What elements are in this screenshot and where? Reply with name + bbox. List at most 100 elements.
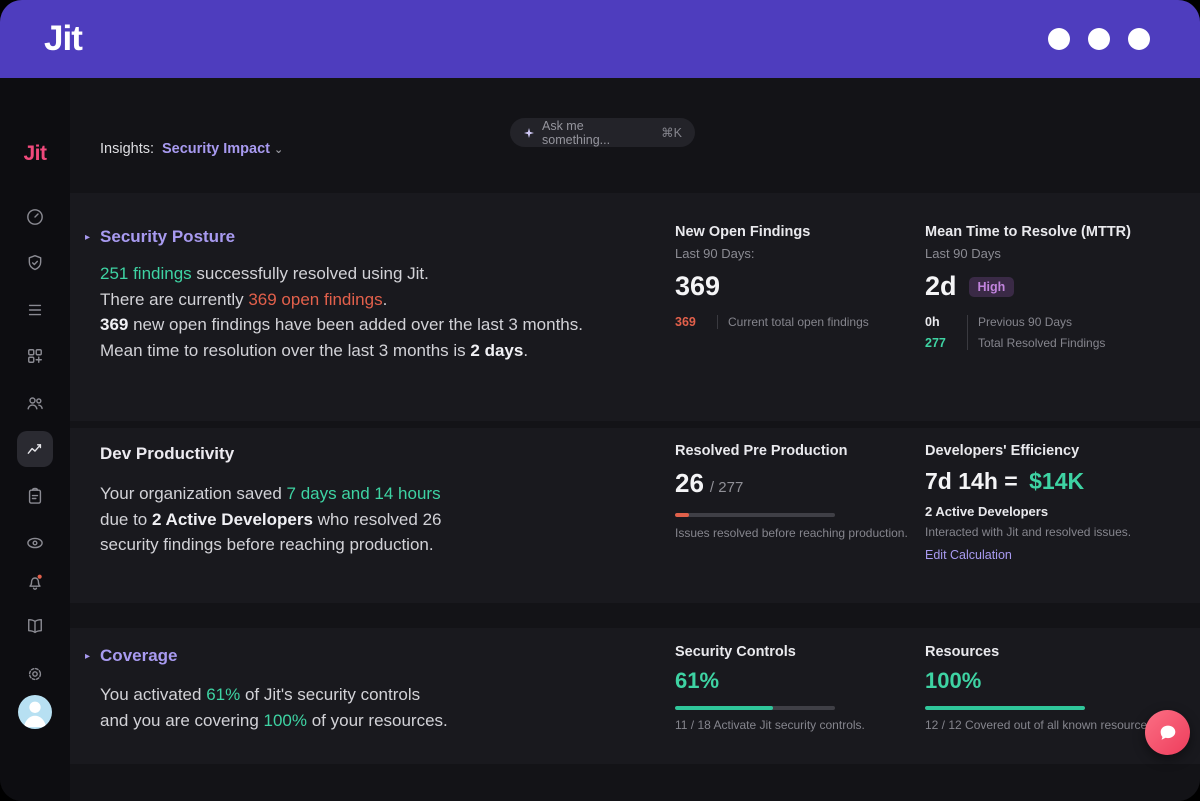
severity-badge: High bbox=[968, 276, 1015, 297]
stat-row: 369 Current total open findings bbox=[675, 315, 925, 329]
users-icon bbox=[27, 397, 43, 410]
divider bbox=[967, 315, 968, 350]
sidebar-item-monitoring[interactable] bbox=[20, 528, 50, 558]
text: There are currently bbox=[100, 289, 249, 309]
mttr-value-row: 2d High bbox=[925, 271, 1200, 302]
active-developers-highlight: 2 Active Developers bbox=[152, 509, 313, 529]
text: . bbox=[523, 340, 529, 360]
progress-fill bbox=[675, 706, 773, 710]
card-caption: 12 / 12 Covered out of all known resourc… bbox=[925, 718, 1157, 732]
sidebar-item-settings[interactable] bbox=[20, 659, 50, 689]
line-chart-icon bbox=[27, 444, 42, 454]
developers-efficiency-card: Developers' Efficiency 7d 14h = $14K 2 A… bbox=[925, 428, 1200, 603]
security-controls-card: Security Controls 61% 11 / 18 Activate J… bbox=[675, 628, 925, 764]
card-subtitle: Last 90 Days bbox=[925, 246, 1001, 261]
new-open-findings-value: 369 bbox=[675, 271, 721, 301]
edit-calculation-link[interactable]: Edit Calculation bbox=[925, 548, 1012, 562]
coverage-text: You activated 61% of Jit's security cont… bbox=[100, 682, 675, 733]
stat-value: 277 bbox=[925, 336, 946, 350]
chevron-down-icon: ⌄ bbox=[274, 143, 284, 156]
window-control-dot[interactable] bbox=[1088, 28, 1110, 50]
resolved-count: 26 bbox=[675, 468, 704, 498]
resources-percentage: 100% bbox=[925, 668, 982, 693]
window-control-dot[interactable] bbox=[1128, 28, 1150, 50]
chat-icon bbox=[1160, 725, 1175, 740]
new-findings-count: 369 bbox=[100, 315, 129, 334]
insights-label: Insights: bbox=[100, 141, 154, 157]
sparkle-icon bbox=[524, 127, 534, 138]
card-subtitle: Last 90 Days: bbox=[675, 246, 755, 261]
bell-icon bbox=[29, 574, 42, 590]
book-icon bbox=[28, 618, 42, 634]
text: who resolved 26 bbox=[312, 509, 442, 529]
sidebar: Jit bbox=[0, 78, 70, 801]
resolved-findings-highlight: 251 findings bbox=[100, 264, 192, 283]
security-posture-text: 251 findings successfully resolved using… bbox=[100, 261, 675, 363]
window-control-dot[interactable] bbox=[1048, 28, 1070, 50]
card-title: Developers' Efficiency bbox=[925, 443, 1080, 459]
section-title-text: Security Posture bbox=[100, 227, 236, 246]
efficiency-value: 7d 14h = bbox=[925, 468, 1018, 494]
efficiency-caption: Interacted with Jit and resolved issues. bbox=[925, 525, 1132, 539]
stat-label: Total Resolved Findings bbox=[978, 336, 1106, 350]
stat-value: 0h bbox=[925, 315, 940, 329]
card-title: Security Controls bbox=[675, 644, 796, 660]
window-controls bbox=[1048, 28, 1150, 50]
jit-logo: Jit bbox=[44, 19, 83, 58]
stat-label: Current total open findings bbox=[728, 315, 869, 329]
gear-icon bbox=[28, 667, 42, 681]
resources-pct-highlight: 100% bbox=[263, 710, 307, 730]
dev-productivity-summary: Dev Productivity Your organization saved… bbox=[100, 428, 675, 603]
sidebar-item-teams[interactable] bbox=[20, 388, 50, 418]
dev-productivity-title: Dev Productivity bbox=[100, 444, 675, 464]
text: security findings before reaching produc… bbox=[100, 535, 434, 554]
mttr-days: 2 days bbox=[470, 340, 524, 360]
text: You activated bbox=[100, 685, 207, 704]
text: of Jit's security controls bbox=[240, 685, 421, 704]
ask-ai-search[interactable]: Ask me something... ⌘K bbox=[510, 118, 695, 147]
card-caption: Issues resolved before reaching producti… bbox=[675, 526, 908, 540]
sidebar-item-docs[interactable] bbox=[20, 611, 50, 641]
security-posture-summary: ▸ Security Posture 251 findings successf… bbox=[85, 193, 675, 421]
app-shell: Jit bbox=[0, 78, 1200, 801]
clipboard-icon bbox=[28, 487, 42, 504]
chat-widget-button[interactable] bbox=[1145, 710, 1190, 755]
controls-percentage: 61% bbox=[675, 668, 720, 693]
sidebar-item-backlog[interactable] bbox=[20, 295, 50, 325]
eye-icon bbox=[27, 537, 43, 549]
controls-progress-bar bbox=[675, 706, 835, 710]
insights-dropdown[interactable]: Security Impact ⌄ bbox=[162, 141, 283, 157]
divider bbox=[717, 315, 718, 329]
text: and you are covering bbox=[100, 710, 264, 730]
avatar-image bbox=[23, 701, 47, 728]
sidebar-item-notifications[interactable] bbox=[20, 567, 50, 597]
section-title-text: Dev Productivity bbox=[100, 444, 235, 463]
keyboard-shortcut: ⌘K bbox=[661, 126, 682, 140]
security-posture-title[interactable]: ▸ Security Posture bbox=[85, 227, 675, 247]
progress-fill bbox=[675, 513, 690, 517]
sidebar-item-integrations[interactable] bbox=[20, 341, 50, 371]
resolved-progress-bar bbox=[675, 513, 835, 517]
grid-plus-icon bbox=[28, 349, 42, 363]
sidebar-item-policies[interactable] bbox=[20, 481, 50, 511]
coverage-title[interactable]: ▸ Coverage bbox=[85, 646, 675, 666]
search-placeholder: Ask me something... bbox=[542, 118, 611, 147]
sidebar-item-security[interactable] bbox=[20, 248, 50, 278]
stat-label: Previous 90 Days bbox=[978, 315, 1073, 329]
security-posture-section: ▸ Security Posture 251 findings successf… bbox=[70, 193, 1200, 421]
mttr-value: 2d bbox=[925, 271, 957, 301]
gauge-icon bbox=[27, 209, 43, 225]
efficiency-dollars: $14K bbox=[1029, 468, 1085, 494]
stat-value: 369 bbox=[675, 315, 696, 329]
text: Your organization saved bbox=[100, 484, 287, 503]
text: Mean time to resolution over the last 3 … bbox=[100, 340, 471, 360]
resolved-value-row: 26 / 277 bbox=[675, 468, 925, 499]
user-avatar[interactable] bbox=[18, 695, 52, 729]
resources-progress-bar bbox=[925, 706, 1085, 710]
new-open-findings-card: New Open Findings Last 90 Days: 369 369 … bbox=[675, 193, 925, 421]
insights-dropdown-value: Security Impact bbox=[162, 141, 270, 157]
sidebar-item-insights[interactable] bbox=[17, 431, 53, 467]
resources-card: Resources 100% 12 / 12 Covered out of al… bbox=[925, 628, 1200, 764]
sidebar-item-dashboard[interactable] bbox=[20, 202, 50, 232]
